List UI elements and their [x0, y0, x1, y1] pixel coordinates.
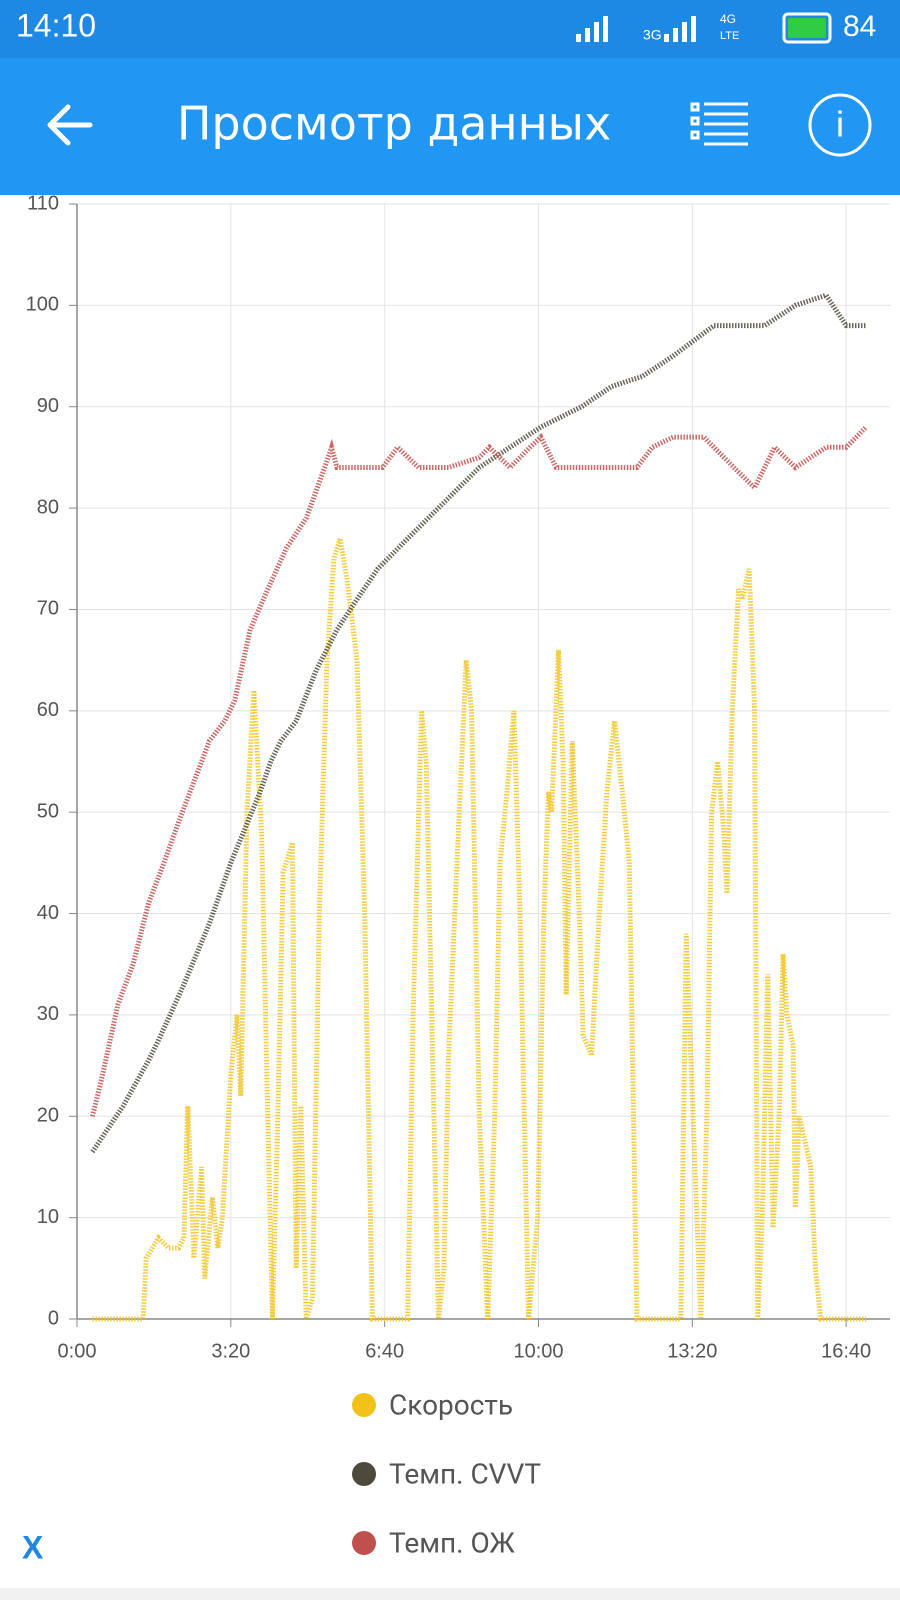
status-time: 14:10 [16, 7, 96, 43]
series-line [92, 537, 867, 1322]
x-tick-label: 6:40 [365, 1340, 404, 1362]
y-tick-label: 10 [37, 1206, 59, 1228]
nav-strip [0, 1588, 900, 1600]
app-bar [0, 58, 900, 195]
status-bar [0, 0, 900, 58]
y-tick-label: 90 [37, 395, 59, 417]
y-tick-label: 20 [37, 1105, 59, 1127]
x-tick-label: 10:00 [513, 1340, 563, 1362]
status-net: LTE [720, 30, 739, 42]
y-tick-label: 100 [26, 294, 59, 316]
status-net: 4G [720, 12, 736, 26]
close-button[interactable]: X [22, 1529, 44, 1565]
legend-marker [352, 1531, 376, 1555]
app-title: Просмотр данных [177, 97, 611, 151]
info-button[interactable] [808, 93, 872, 157]
y-tick-label: 0 [48, 1307, 59, 1329]
legend-marker [352, 1462, 376, 1486]
status-net: 3G [643, 27, 662, 43]
battery-icon [782, 12, 832, 44]
y-tick-label: 110 [27, 192, 59, 214]
y-tick-label: 60 [37, 699, 59, 721]
series-line [90, 292, 867, 1154]
legend-label: Скорость [389, 1388, 513, 1421]
x-tick-label: 3:20 [211, 1340, 250, 1362]
y-tick-label: 40 [37, 902, 59, 924]
x-tick-label: 0:00 [58, 1340, 97, 1362]
x-tick-label: 13:20 [667, 1340, 717, 1362]
battery-percent: 84 [843, 10, 876, 43]
legend-label: Темп. ОЖ [389, 1526, 515, 1559]
signal-icons [576, 16, 696, 42]
y-tick-label: 30 [37, 1003, 59, 1025]
battery-level [788, 18, 826, 38]
y-tick-label: 70 [37, 598, 59, 620]
list-button[interactable] [690, 102, 748, 146]
info-icon: i [836, 104, 845, 146]
y-tick-label: 50 [37, 800, 59, 822]
back-button[interactable] [47, 104, 93, 146]
legend-marker [352, 1393, 376, 1417]
x-tick-label: 16:40 [821, 1340, 871, 1362]
y-tick-label: 80 [37, 496, 59, 518]
legend-label: Темп. CVVT [389, 1457, 541, 1490]
